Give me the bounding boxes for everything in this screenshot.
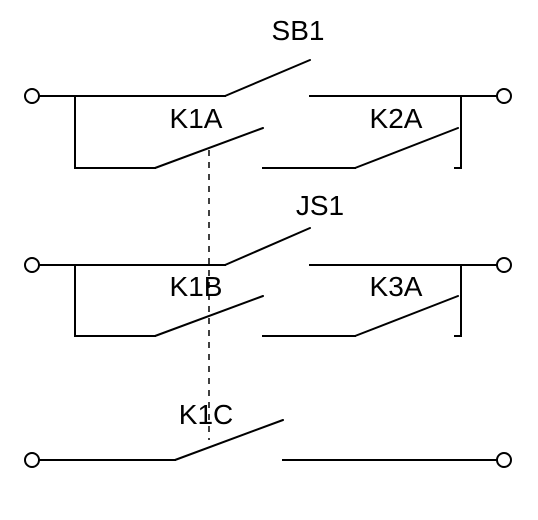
terminal [25,258,39,272]
switch-contact [355,296,458,336]
terminal [497,89,511,103]
terminal [497,453,511,467]
wires-layer [39,96,497,460]
switch-contact [225,60,310,96]
label-k1a: K1A [170,103,223,134]
label-k1c: K1C [179,399,233,430]
label-sb1: SB1 [272,15,325,46]
relay-schematic: SB1 K1A K2A JS1 K1B K3A K1C [0,0,538,520]
label-k2a: K2A [370,103,423,134]
label-k3a: K3A [370,271,423,302]
terminal [25,453,39,467]
terminal [25,89,39,103]
labels-layer: SB1 K1A K2A JS1 K1B K3A K1C [170,15,423,430]
switch-contact [225,228,310,265]
switch-contact [355,128,458,168]
label-js1: JS1 [296,190,344,221]
terminals-layer [25,89,511,467]
terminal [497,258,511,272]
label-k1b: K1B [170,271,223,302]
